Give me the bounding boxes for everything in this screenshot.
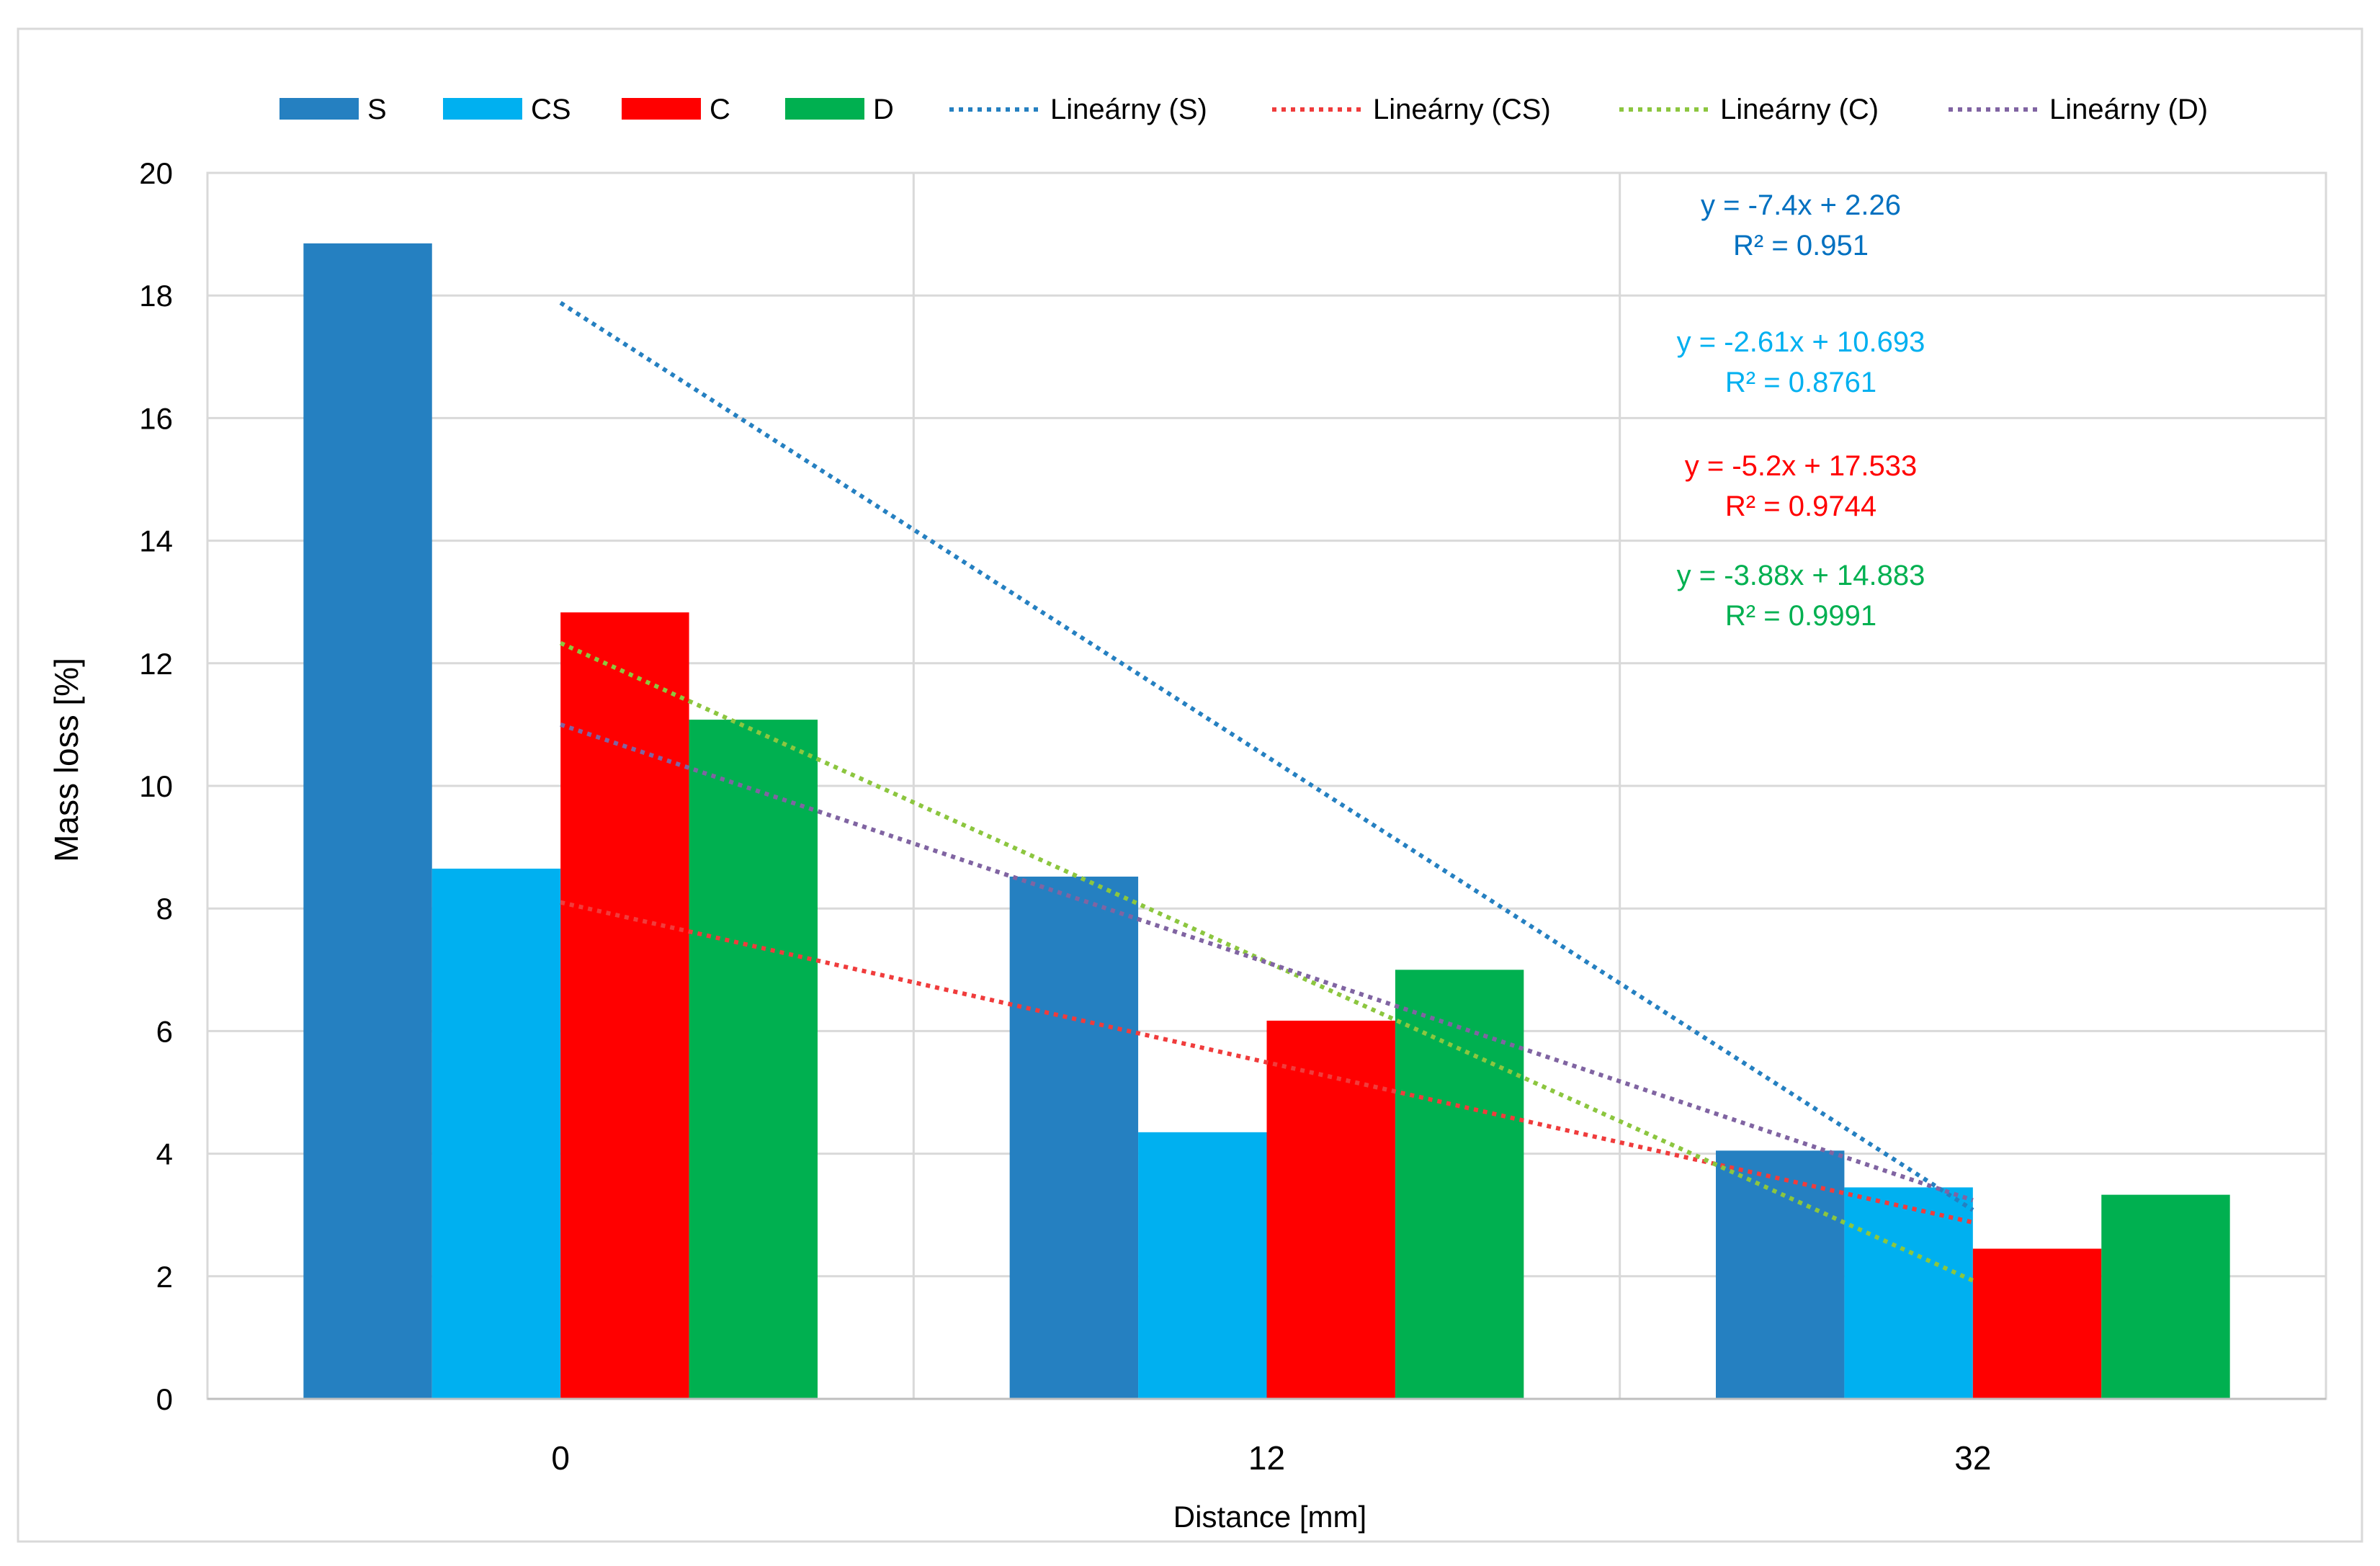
- legend-label: Lineárny (C): [1720, 94, 1879, 125]
- legend-label: Lineárny (D): [2049, 94, 2208, 125]
- legend-label: D: [873, 94, 894, 125]
- legend-swatch-cs: [443, 98, 522, 120]
- trend-equation: y = -3.88x + 14.883: [1677, 560, 1925, 591]
- legend-label: Lineárny (S): [1050, 94, 1207, 125]
- trend-r2: R² = 0.951: [1733, 230, 1869, 261]
- y-tick-label: 18: [139, 279, 173, 313]
- bar-s-0: [303, 243, 432, 1399]
- trend-r2: R² = 0.8761: [1725, 367, 1876, 398]
- bars: [303, 243, 2230, 1399]
- y-tick-label: 2: [156, 1260, 173, 1294]
- legend-swatch-d: [785, 98, 864, 120]
- legend: S CS C D Lineárny (S) Lineárny (CS) Lineárny (…: [279, 94, 2208, 125]
- bar-c-32: [1972, 1248, 2102, 1399]
- trend-r2: R² = 0.9991: [1725, 600, 1876, 632]
- bar-c-0: [560, 612, 689, 1399]
- trend-r2: R² = 0.9744: [1725, 491, 1876, 522]
- legend-label: S: [367, 94, 387, 125]
- y-tick-label: 14: [139, 524, 173, 558]
- y-tick-label: 8: [156, 892, 173, 926]
- trend-equation: y = -2.61x + 10.693: [1677, 326, 1925, 358]
- y-tick-label: 6: [156, 1014, 173, 1048]
- axes: 0 2 4 6 8 10 12 14 16 18 20 0 12 32: [139, 156, 2326, 1477]
- trend-equation: y = -5.2x + 17.533: [1685, 450, 1917, 482]
- legend-swatch-s: [279, 98, 359, 120]
- bar-cs-0: [431, 868, 561, 1399]
- x-tick-label: 32: [1954, 1439, 1991, 1477]
- bar-cs-32: [1844, 1187, 1973, 1399]
- y-tick-label: 20: [139, 156, 173, 190]
- y-tick-label: 10: [139, 769, 173, 803]
- bar-s-12: [1009, 876, 1139, 1399]
- x-tick-label: 0: [551, 1439, 570, 1477]
- bar-cs-12: [1138, 1132, 1267, 1399]
- legend-swatch-c: [622, 98, 701, 120]
- y-axis-title: Mass loss [%]: [48, 658, 85, 862]
- trendlines: [559, 300, 1974, 1283]
- y-tick-label: 16: [139, 401, 173, 435]
- legend-label: C: [710, 94, 730, 125]
- bar-d-32: [2101, 1194, 2230, 1399]
- legend-label: Lineárny (CS): [1373, 94, 1551, 125]
- legend-label: CS: [531, 94, 571, 125]
- trend-equations: y = -7.4x + 2.26 R² = 0.951 y = -2.61x + 1…: [1677, 189, 1925, 632]
- bar-s-32: [1715, 1150, 1845, 1399]
- y-tick-label: 4: [156, 1137, 173, 1171]
- trend-equation: y = -7.4x + 2.26: [1701, 189, 1901, 221]
- x-tick-label: 12: [1248, 1439, 1285, 1477]
- bar-d-0: [689, 720, 818, 1399]
- bar-c-12: [1266, 1020, 1395, 1399]
- bar-d-12: [1395, 970, 1524, 1399]
- x-axis-title: Distance [mm]: [1173, 1500, 1366, 1534]
- y-tick-label: 12: [139, 647, 173, 681]
- y-tick-label: 0: [156, 1382, 173, 1416]
- trendline-line-rny-s: [559, 300, 1974, 1212]
- trendline-line-rny-cs: [560, 900, 1974, 1225]
